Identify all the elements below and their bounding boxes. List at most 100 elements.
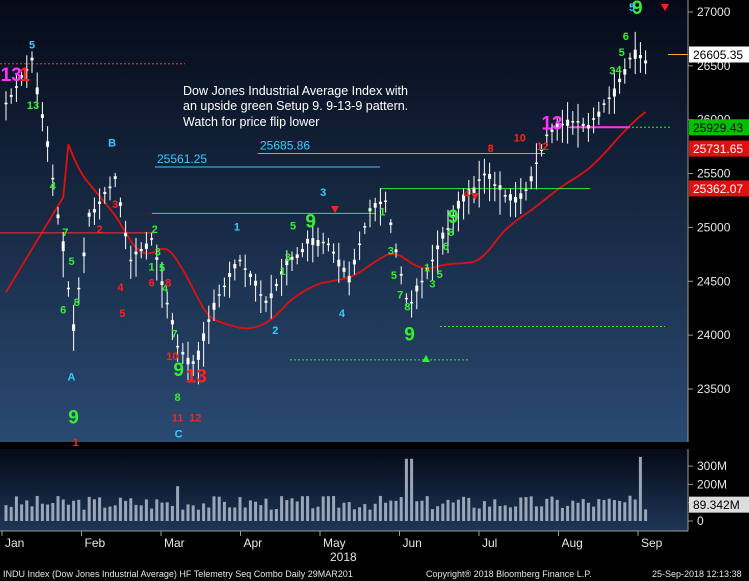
candle-body — [576, 121, 580, 123]
price-badge — [689, 180, 749, 197]
volume-bar — [602, 500, 606, 521]
candle-body — [124, 232, 128, 237]
month-label: Feb — [85, 536, 106, 550]
sequential-count-label: 5 — [119, 308, 125, 320]
candle-body — [446, 228, 450, 230]
candle-body — [98, 201, 102, 205]
sequential-count-label: 1 — [280, 266, 286, 278]
candle-body — [384, 200, 388, 202]
volume-bar — [389, 500, 393, 521]
candle-body — [134, 251, 138, 255]
candle-body — [534, 162, 538, 164]
volume-bar — [352, 509, 356, 521]
sequential-count-label: 4 — [117, 282, 124, 294]
sequential-count-label: 2 — [272, 325, 278, 337]
volume-bar — [259, 505, 263, 521]
candle-body — [352, 259, 356, 265]
candle-body — [373, 203, 377, 208]
candle-body — [108, 186, 112, 189]
volume-bar — [306, 496, 310, 521]
volume-bar — [607, 498, 611, 521]
sequential-count-label: 4 — [339, 308, 346, 320]
price-tick-label: 24000 — [697, 328, 731, 342]
volume-bar — [347, 502, 351, 521]
sequential-count-label: 8 — [74, 297, 80, 309]
candle-body — [248, 273, 252, 277]
candle-body — [238, 259, 242, 262]
volume-bar — [207, 507, 211, 521]
volume-bar — [285, 500, 289, 521]
volume-bar — [150, 508, 154, 521]
candle-body — [228, 273, 232, 277]
candle-body — [368, 208, 372, 212]
volume-bar — [46, 504, 50, 521]
price-badge-label: 26605.35 — [693, 48, 743, 62]
price-badge — [689, 46, 749, 63]
volume-bar — [113, 505, 117, 521]
volume-bar — [628, 495, 632, 521]
candle-body — [555, 123, 559, 128]
volume-bar — [498, 506, 502, 521]
price-badge-label: 25731.65 — [693, 142, 743, 156]
candle-body — [306, 238, 310, 244]
candle-body — [488, 173, 492, 179]
footer-right: 25-Sep-2018 12:13:38 — [652, 569, 742, 579]
candle-body — [462, 194, 466, 202]
candle-body — [103, 191, 107, 195]
volume-bar — [92, 499, 96, 521]
volume-bar — [560, 507, 564, 521]
volume-bar — [9, 506, 13, 521]
candle-body — [519, 193, 523, 199]
volume-bar — [321, 496, 325, 521]
sequential-count-label: 8 — [488, 143, 494, 155]
candle-body — [82, 252, 86, 257]
sequential-count-label: 10 — [166, 351, 178, 363]
volume-bar — [186, 504, 190, 521]
annotation-line-3: Watch for price flip lower — [183, 115, 319, 129]
volume-bar — [25, 500, 29, 521]
volume-bar — [394, 500, 398, 521]
candle-body — [181, 351, 185, 355]
sequential-count-label: 1 — [234, 222, 240, 234]
sequential-count-label: 9 — [632, 0, 643, 19]
volume-bar — [326, 496, 330, 521]
volume-bar — [592, 506, 596, 521]
volume-bar — [134, 504, 138, 521]
candle-body — [633, 49, 637, 59]
volume-bar — [228, 507, 232, 521]
sequential-count-label: 7 — [62, 227, 68, 239]
volume-bar — [40, 503, 44, 521]
sequential-count-label: 13 — [27, 100, 39, 112]
sequential-count-label: 9 — [305, 211, 316, 232]
candle-body — [51, 177, 55, 180]
candle-body — [498, 185, 502, 190]
candle-body — [144, 243, 148, 249]
volume-bar — [545, 498, 549, 521]
volume-bar — [529, 496, 533, 521]
volume-bar — [581, 499, 585, 521]
volume-bar — [534, 506, 538, 521]
candle-body — [560, 123, 564, 126]
signal-arrow — [471, 193, 479, 200]
candle-body — [566, 119, 570, 126]
sequential-count-label: 7 — [397, 290, 403, 302]
sequential-count-label: 9 — [173, 360, 184, 381]
volume-bar — [191, 505, 195, 521]
candle-body — [269, 293, 273, 299]
candle-body — [280, 271, 284, 275]
volume-bar — [155, 499, 159, 521]
volume-bar — [202, 503, 206, 521]
sequential-count-label: 5 — [437, 269, 443, 281]
volume-bar — [555, 499, 559, 521]
volume-bar — [550, 496, 554, 521]
sequential-count-label: 13 — [1, 65, 22, 86]
volume-bar — [300, 496, 304, 521]
candle-body — [155, 257, 159, 260]
annotation-line-1: Dow Jones Industrial Average Index with — [183, 84, 408, 98]
volume-bar — [378, 495, 382, 521]
month-axis: Jan Feb Mar Apr May Jun Jul Aug Sep — [0, 530, 688, 550]
volume-bar — [436, 506, 440, 521]
volume-bar — [514, 506, 518, 521]
volume-bar — [129, 498, 133, 521]
volume-bar — [384, 502, 388, 521]
